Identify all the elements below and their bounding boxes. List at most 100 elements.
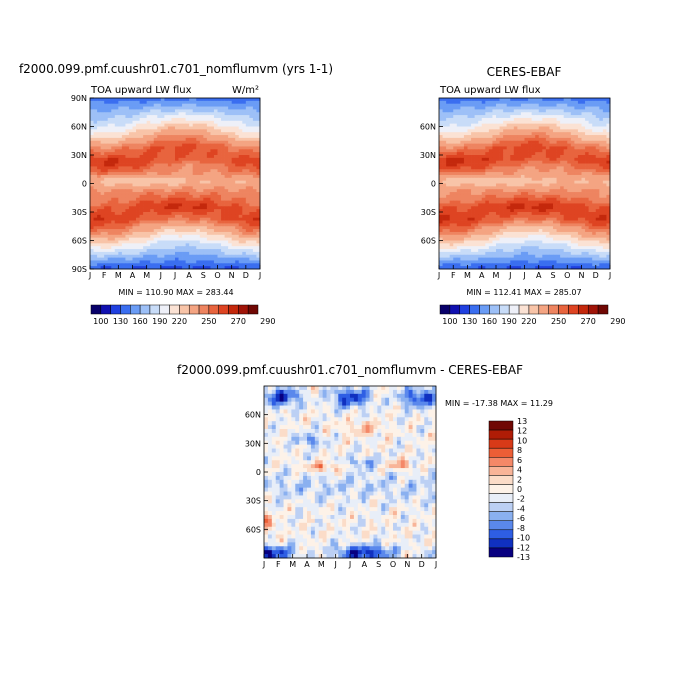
heatmap-cell	[107, 166, 112, 170]
heatmap-cell	[203, 209, 208, 213]
heatmap-cell	[478, 143, 483, 147]
heatmap-cell	[538, 117, 543, 122]
heatmap-cell	[107, 266, 112, 270]
heatmap-cell	[235, 254, 240, 258]
heatmap-cell	[499, 120, 504, 124]
heatmap-cell	[245, 192, 250, 196]
heatmap-cell	[585, 120, 589, 124]
heatmap-cell	[606, 214, 611, 219]
heatmap-cell	[520, 115, 525, 119]
heatmap-cell	[520, 180, 525, 184]
heatmap-cell	[146, 109, 151, 113]
heatmap-cell	[524, 112, 529, 116]
heatmap-cell	[150, 206, 155, 210]
heatmap-cell	[160, 100, 165, 105]
heatmap-cell	[517, 132, 522, 136]
heatmap-cell	[97, 169, 101, 173]
heatmap-cell	[100, 166, 105, 170]
heatmap-cell	[602, 174, 607, 179]
heatmap-cell	[256, 246, 261, 250]
heatmap-cell	[449, 123, 454, 127]
heatmap-cell	[560, 166, 565, 170]
heatmap-cell	[242, 220, 247, 224]
heatmap-cell	[121, 220, 126, 224]
heatmap-cell	[442, 135, 447, 139]
heatmap-cell	[104, 126, 109, 130]
heatmap-cell	[192, 214, 197, 219]
heatmap-cell	[121, 186, 126, 190]
heatmap-cell	[256, 100, 261, 105]
heatmap-cell	[224, 186, 229, 190]
heatmap-cell	[167, 157, 172, 162]
heatmap-cell	[549, 180, 554, 184]
heatmap-cell	[478, 120, 483, 124]
heatmap-cell	[442, 117, 447, 122]
heatmap-cell	[231, 103, 236, 107]
heatmap-cell	[556, 140, 561, 144]
heatmap-cell	[164, 186, 169, 190]
heatmap-cell	[217, 243, 222, 247]
heatmap-cell	[97, 177, 101, 181]
heatmap-cell	[143, 197, 148, 201]
heatmap-cell	[114, 120, 119, 124]
heatmap-cell	[199, 212, 204, 216]
y-tick-label: 30N	[71, 151, 87, 160]
heatmap-cell	[97, 98, 101, 102]
heatmap-cell	[531, 212, 536, 216]
heatmap-cell	[153, 226, 158, 230]
heatmap-cell	[588, 155, 593, 159]
heatmap-cell	[213, 160, 218, 164]
heatmap-cell	[228, 246, 233, 250]
heatmap-cell	[563, 140, 568, 144]
heatmap-cell	[167, 206, 172, 210]
heatmap-cell	[577, 157, 582, 162]
heatmap-cell	[199, 129, 204, 133]
heatmap-cell	[196, 146, 201, 150]
heatmap-cell	[97, 112, 101, 116]
heatmap-cell	[478, 166, 483, 170]
heatmap-cell	[485, 106, 490, 110]
heatmap-cell	[196, 135, 201, 139]
heatmap-cell	[567, 169, 572, 173]
heatmap-cell	[213, 117, 218, 122]
heatmap-cell	[164, 220, 169, 224]
heatmap-cell	[231, 217, 236, 221]
heatmap-cell	[592, 197, 597, 201]
heatmap-cell	[217, 220, 222, 224]
heatmap-cell	[160, 177, 165, 181]
heatmap-cell	[510, 137, 515, 142]
heatmap-cell	[588, 183, 593, 187]
heatmap-cell	[581, 103, 586, 107]
heatmap-cell	[453, 206, 458, 210]
heatmap-cell	[100, 217, 105, 221]
heatmap-cell	[570, 206, 575, 210]
heatmap-cell	[114, 103, 119, 107]
heatmap-cell	[97, 254, 101, 258]
heatmap-cell	[488, 135, 493, 139]
heatmap-cell	[185, 160, 190, 164]
heatmap-cell	[492, 214, 497, 219]
heatmap-cell	[235, 117, 240, 122]
heatmap-cell	[206, 203, 211, 207]
heatmap-cell	[199, 200, 204, 204]
colorbar-swatch	[100, 304, 111, 315]
heatmap-cell	[256, 155, 261, 159]
heatmap-cell	[252, 137, 257, 142]
heatmap-cell	[599, 214, 604, 219]
heatmap-cell	[235, 234, 240, 238]
heatmap-cell	[553, 172, 557, 176]
model-minmax: MIN = 110.90 MAX = 283.44	[118, 288, 233, 297]
heatmap-cell	[453, 135, 458, 139]
heatmap-cell	[175, 129, 179, 133]
heatmap-cell	[588, 117, 593, 122]
heatmap-cell	[556, 146, 561, 150]
heatmap-cell	[132, 192, 137, 196]
heatmap-cell	[563, 155, 568, 159]
heatmap-cell	[252, 220, 257, 224]
heatmap-cell	[235, 260, 240, 264]
heatmap-cell	[545, 209, 550, 213]
heatmap-cell	[245, 103, 250, 107]
heatmap-cell	[249, 192, 254, 196]
heatmap-cell	[228, 115, 233, 119]
heatmap-cell	[143, 117, 148, 122]
